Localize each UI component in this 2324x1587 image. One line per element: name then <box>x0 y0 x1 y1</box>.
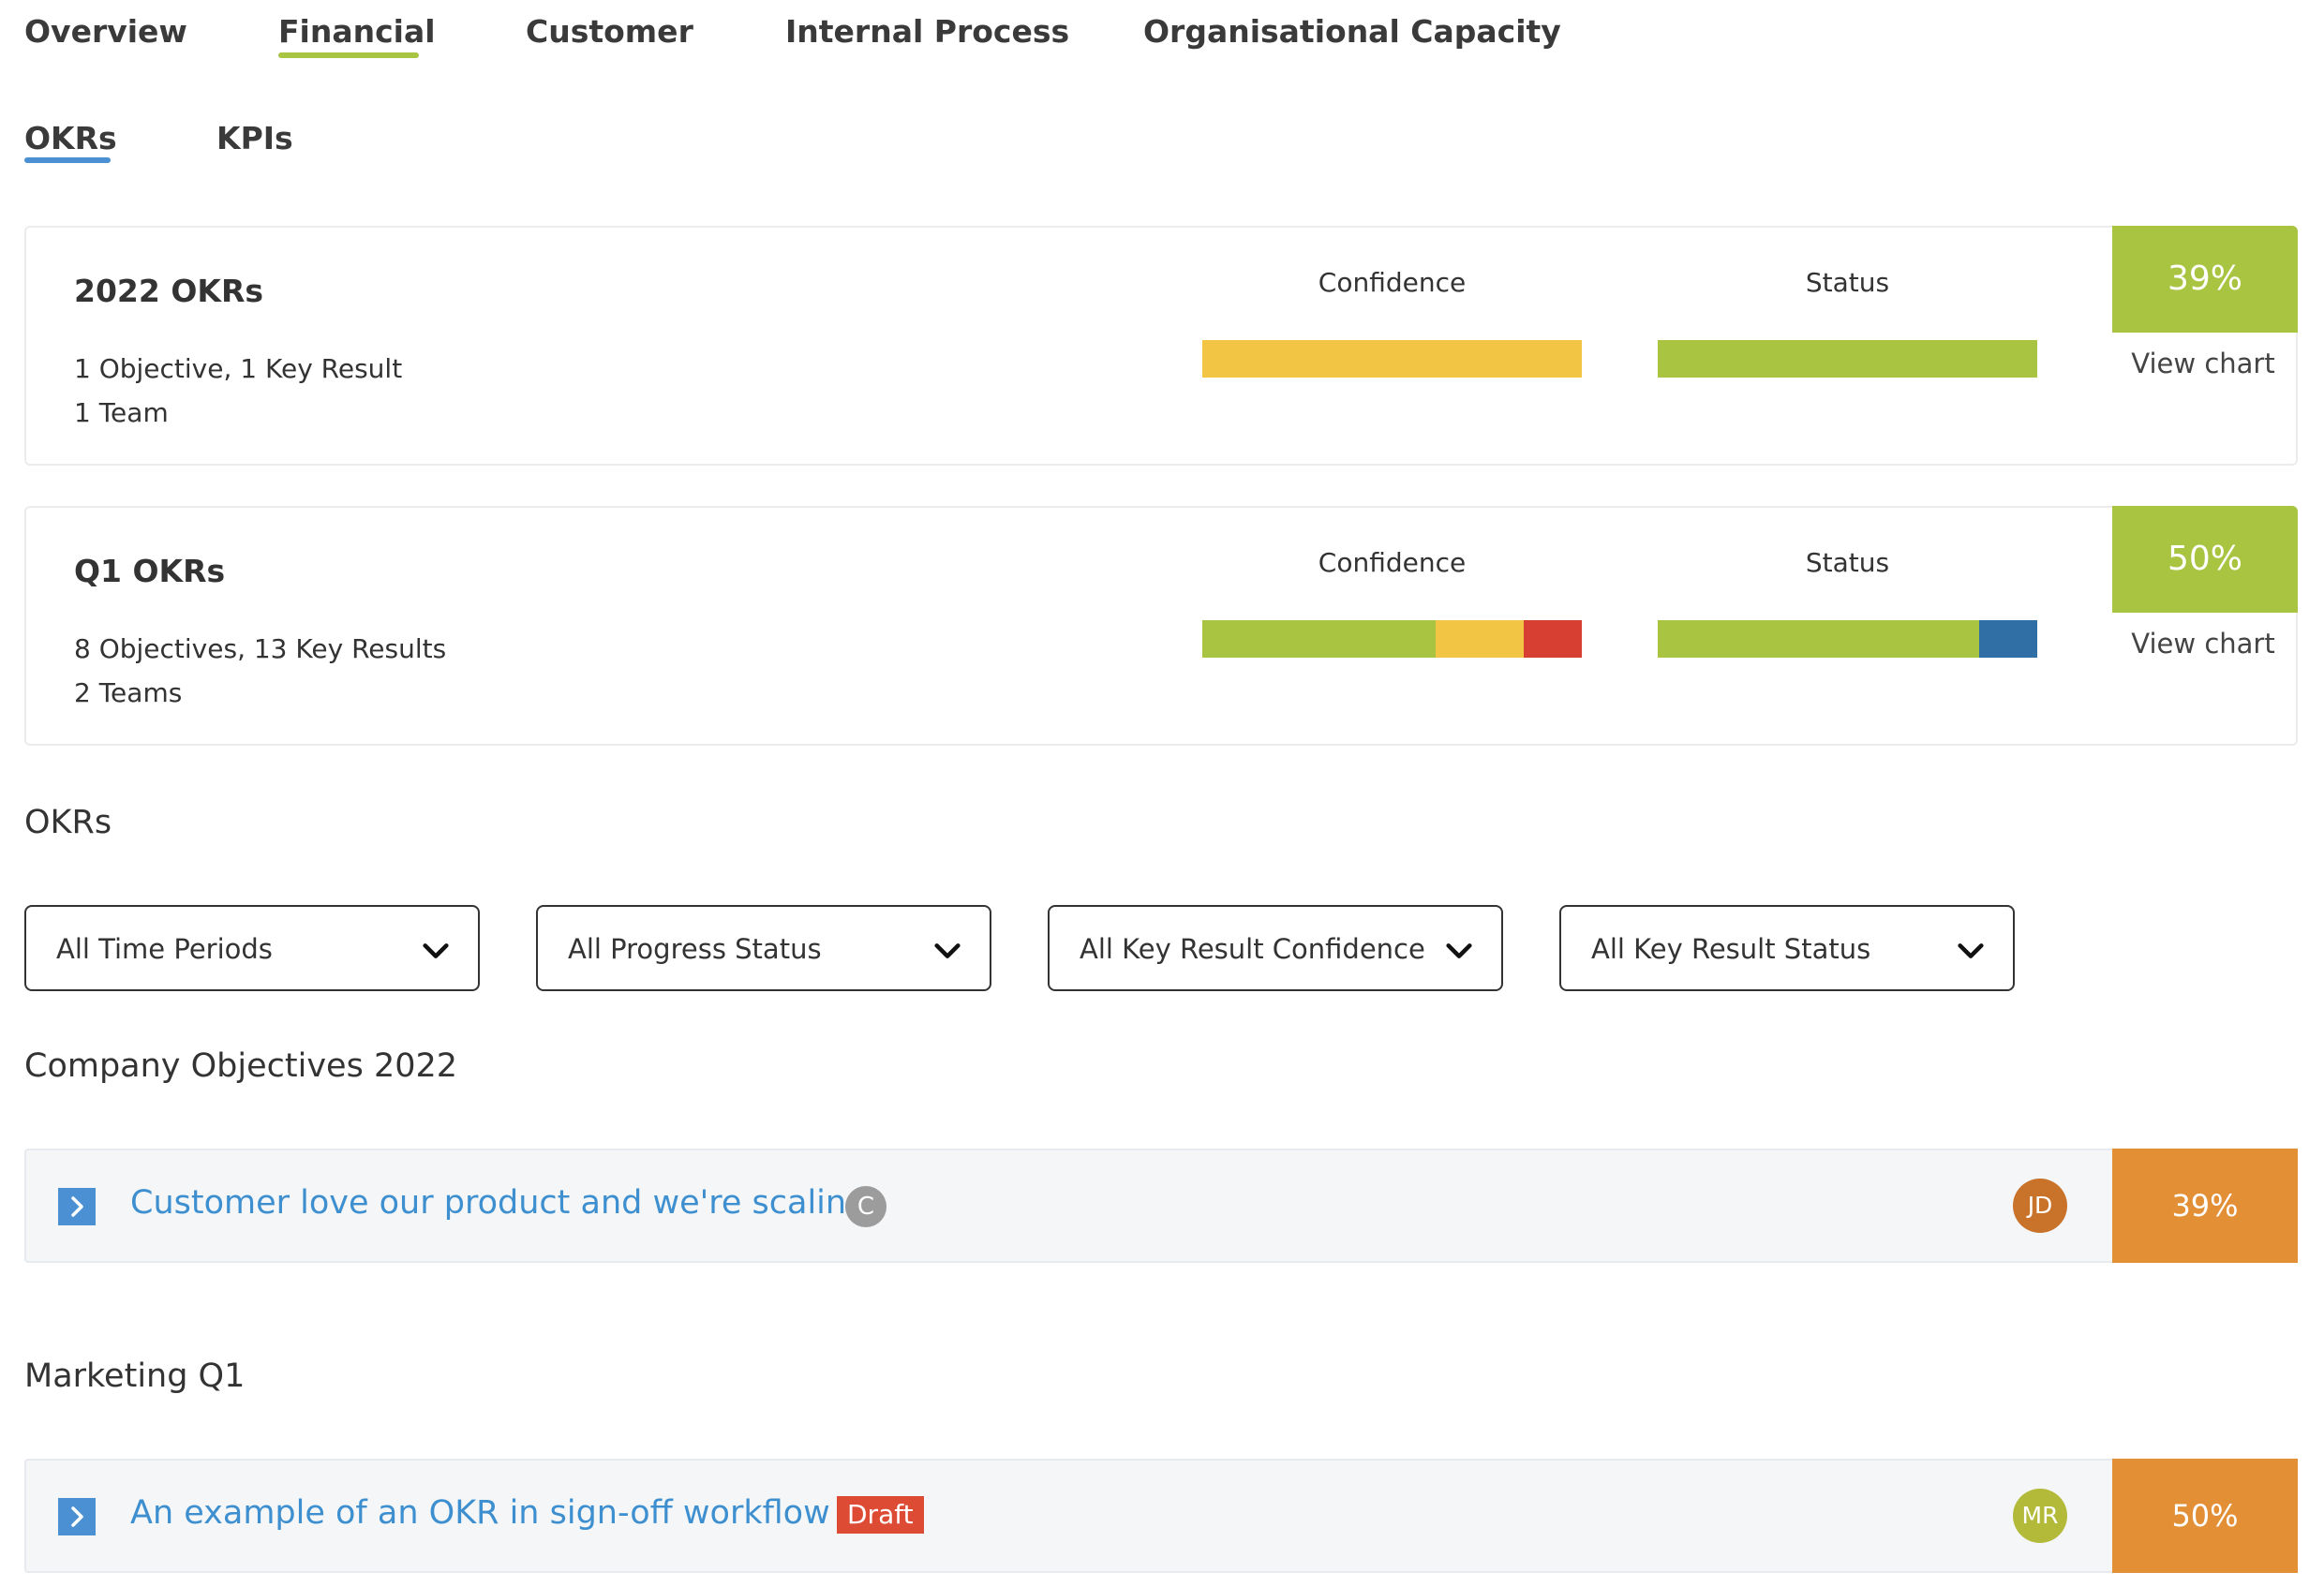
expand-button[interactable] <box>58 1188 96 1225</box>
summary-card-q1: Q1 OKRs 8 Objectives, 13 Key Results 2 T… <box>24 506 2298 746</box>
card-title: 2022 OKRs <box>74 273 264 309</box>
bar-segment-yellow <box>1202 340 1582 378</box>
card-objectives-count: 1 Objective, 1 Key Result <box>74 353 403 384</box>
filter-key-result-confidence[interactable]: All Key Result Confidence <box>1048 905 1503 991</box>
filter-time-periods[interactable]: All Time Periods <box>24 905 480 991</box>
tab-financial-underline <box>278 52 419 58</box>
status-label: Status <box>1805 547 1890 578</box>
chevron-down-icon <box>934 943 961 958</box>
tab-financial[interactable]: Financial <box>278 13 436 50</box>
objective-title-link[interactable]: Customer love our product and we're scal… <box>130 1184 881 1222</box>
card-teams-count: 1 Team <box>74 397 169 428</box>
bar-segment-green <box>1658 340 2037 378</box>
card-teams-count: 2 Teams <box>74 677 183 708</box>
status-label: Status <box>1805 267 1890 298</box>
tab-organisational-capacity[interactable]: Organisational Capacity <box>1143 13 1561 50</box>
summary-card-2022: 2022 OKRs 1 Objective, 1 Key Result 1 Te… <box>24 226 2298 466</box>
objective-progress-percent: 50% <box>2112 1459 2298 1573</box>
filter-label: All Key Result Status <box>1591 933 1871 965</box>
filter-key-result-status[interactable]: All Key Result Status <box>1559 905 2015 991</box>
confidence-label: Confidence <box>1318 267 1467 298</box>
tab-internal-process[interactable]: Internal Process <box>785 13 1070 50</box>
progress-percent: 50% <box>2112 506 2298 613</box>
tab-customer[interactable]: Customer <box>526 13 693 50</box>
confidence-bar <box>1202 340 1582 378</box>
bar-segment-blue <box>1978 620 2037 658</box>
view-chart-link[interactable]: View chart <box>2131 628 2275 660</box>
expand-button[interactable] <box>58 1498 96 1535</box>
status-bar <box>1658 620 2037 658</box>
group-heading: Marketing Q1 <box>24 1357 246 1395</box>
bar-segment-yellow <box>1436 620 1524 658</box>
filter-label: All Key Result Confidence <box>1080 933 1425 965</box>
objective-progress-percent: 39% <box>2112 1149 2298 1263</box>
avatar[interactable]: MR <box>2013 1489 2067 1543</box>
status-bar <box>1658 340 2037 378</box>
status-indicator: C <box>845 1186 886 1227</box>
chevron-right-icon <box>71 1506 83 1527</box>
chevron-down-icon <box>1446 943 1472 958</box>
card-title: Q1 OKRs <box>74 553 226 589</box>
tab-okrs-underline <box>24 157 111 163</box>
bar-segment-green <box>1202 620 1437 658</box>
card-objectives-count: 8 Objectives, 13 Key Results <box>74 633 447 664</box>
objective-row[interactable]: Customer love our product and we're scal… <box>24 1149 2298 1263</box>
okrs-section-heading: OKRs <box>24 804 112 841</box>
objective-title-link[interactable]: An example of an OKR in sign-off workflo… <box>130 1494 830 1532</box>
progress-percent: 39% <box>2112 226 2298 333</box>
chevron-down-icon <box>1958 943 1984 958</box>
chevron-down-icon <box>423 943 449 958</box>
confidence-label: Confidence <box>1318 547 1467 578</box>
view-chart-link[interactable]: View chart <box>2131 348 2275 379</box>
tab-okrs[interactable]: OKRs <box>24 120 117 156</box>
chevron-right-icon <box>71 1196 83 1217</box>
draft-badge: Draft <box>837 1496 924 1534</box>
bar-segment-green <box>1658 620 1979 658</box>
avatar[interactable]: JD <box>2013 1179 2067 1233</box>
objective-row[interactable]: An example of an OKR in sign-off workflo… <box>24 1459 2298 1573</box>
group-heading: Company Objectives 2022 <box>24 1047 458 1085</box>
filter-label: All Progress Status <box>568 933 822 965</box>
bar-segment-red <box>1523 620 1582 658</box>
tab-overview[interactable]: Overview <box>24 13 187 50</box>
filter-label: All Time Periods <box>56 933 273 965</box>
confidence-bar <box>1202 620 1582 658</box>
tab-kpis[interactable]: KPIs <box>216 120 293 156</box>
filter-progress-status[interactable]: All Progress Status <box>536 905 991 991</box>
